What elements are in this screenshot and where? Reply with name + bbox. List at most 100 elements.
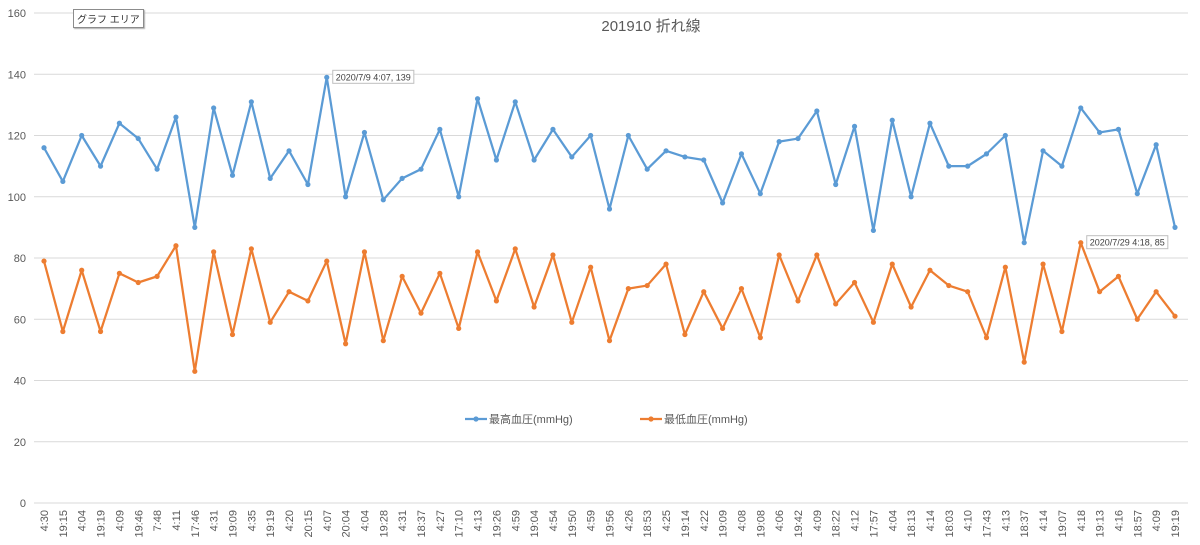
data-point[interactable] — [663, 261, 669, 267]
data-point[interactable] — [79, 267, 85, 273]
data-point[interactable] — [682, 154, 688, 160]
data-point[interactable] — [720, 200, 726, 206]
data-point[interactable] — [343, 194, 349, 200]
data-point[interactable] — [776, 139, 782, 145]
data-point[interactable] — [512, 99, 518, 105]
data-point[interactable] — [927, 120, 933, 126]
data-point[interactable] — [154, 166, 160, 172]
data-point[interactable] — [1040, 261, 1046, 267]
data-point[interactable] — [889, 261, 895, 267]
data-point[interactable] — [211, 105, 217, 111]
data-point[interactable] — [757, 191, 763, 197]
data-point[interactable] — [437, 126, 443, 132]
data-point[interactable] — [324, 258, 330, 264]
data-point[interactable] — [512, 246, 518, 252]
data-point[interactable] — [305, 298, 311, 304]
data-point[interactable] — [870, 319, 877, 325]
data-point[interactable] — [606, 206, 613, 212]
data-point[interactable] — [1134, 316, 1140, 322]
data-point[interactable] — [1059, 328, 1065, 335]
data-point[interactable] — [116, 120, 122, 126]
series-line-1[interactable] — [43, 76, 1177, 244]
data-point[interactable] — [851, 123, 858, 129]
data-point[interactable] — [192, 224, 198, 230]
data-point[interactable] — [682, 331, 688, 338]
data-point[interactable] — [908, 304, 914, 310]
data-point[interactable] — [644, 166, 650, 172]
data-point[interactable] — [1172, 224, 1178, 230]
data-point[interactable] — [437, 270, 443, 276]
series-line-2[interactable] — [42, 241, 1176, 373]
data-point[interactable] — [1115, 273, 1122, 279]
data-point[interactable] — [267, 319, 273, 325]
data-point[interactable] — [965, 289, 971, 295]
data-point[interactable] — [267, 175, 273, 181]
data-point[interactable] — [776, 252, 782, 258]
data-point[interactable] — [833, 181, 839, 188]
data-point[interactable] — [399, 175, 405, 181]
data-point[interactable] — [795, 135, 801, 142]
data-point[interactable] — [361, 129, 368, 136]
data-point[interactable] — [361, 249, 368, 255]
data-point[interactable] — [248, 99, 254, 105]
data-point[interactable] — [701, 157, 707, 163]
data-point[interactable] — [814, 108, 820, 114]
data-point[interactable] — [173, 114, 179, 120]
data-point[interactable] — [1021, 240, 1027, 246]
data-point[interactable] — [588, 264, 594, 270]
data-point[interactable] — [380, 338, 386, 344]
data-point[interactable] — [1097, 289, 1103, 295]
data-point[interactable] — [757, 335, 763, 341]
data-point[interactable] — [79, 132, 85, 139]
data-point[interactable] — [625, 286, 631, 292]
data-point[interactable] — [474, 96, 481, 102]
data-point[interactable] — [927, 267, 933, 273]
data-point[interactable] — [983, 151, 990, 157]
data-point[interactable] — [1153, 289, 1159, 295]
data-point[interactable] — [211, 249, 217, 255]
data-point[interactable] — [229, 331, 236, 338]
data-point[interactable] — [474, 249, 481, 255]
data-point[interactable] — [1021, 359, 1027, 365]
data-point[interactable] — [135, 135, 141, 142]
data-point[interactable] — [738, 286, 745, 292]
data-point[interactable] — [1078, 105, 1084, 111]
legend-item-1[interactable]: 最高血圧(mmHg) — [465, 412, 573, 426]
data-point[interactable] — [493, 298, 499, 304]
data-point[interactable] — [606, 338, 613, 344]
data-point[interactable] — [814, 252, 820, 258]
data-point[interactable] — [946, 163, 952, 169]
data-point[interactable] — [1040, 148, 1046, 154]
data-point[interactable] — [1115, 126, 1122, 132]
data-point[interactable] — [380, 197, 386, 203]
data-point[interactable] — [889, 117, 895, 123]
data-point[interactable] — [173, 243, 179, 249]
data-point[interactable] — [701, 289, 707, 295]
data-point[interactable] — [41, 145, 47, 151]
data-point[interactable] — [116, 270, 122, 276]
data-point[interactable] — [286, 148, 292, 154]
data-point[interactable] — [1153, 142, 1159, 148]
data-point[interactable] — [965, 163, 971, 169]
data-point[interactable] — [97, 163, 104, 169]
data-point[interactable] — [192, 368, 198, 374]
data-point[interactable] — [908, 194, 914, 200]
data-point[interactable] — [60, 178, 66, 185]
legend-item-2[interactable]: 最低血圧(mmHg) — [640, 412, 748, 426]
data-point[interactable] — [399, 273, 405, 279]
data-point[interactable] — [1002, 264, 1008, 270]
data-point[interactable] — [286, 289, 292, 295]
data-point[interactable] — [343, 341, 349, 347]
data-point[interactable] — [644, 282, 650, 289]
data-point[interactable] — [569, 154, 575, 160]
data-point[interactable] — [588, 132, 594, 139]
data-point[interactable] — [550, 252, 556, 258]
data-point[interactable] — [229, 172, 236, 178]
data-point[interactable] — [550, 126, 556, 132]
data-point[interactable] — [1172, 313, 1178, 319]
data-point[interactable] — [60, 328, 66, 335]
data-point[interactable] — [795, 298, 801, 304]
data-point[interactable] — [456, 194, 462, 200]
data-point[interactable] — [324, 74, 330, 80]
